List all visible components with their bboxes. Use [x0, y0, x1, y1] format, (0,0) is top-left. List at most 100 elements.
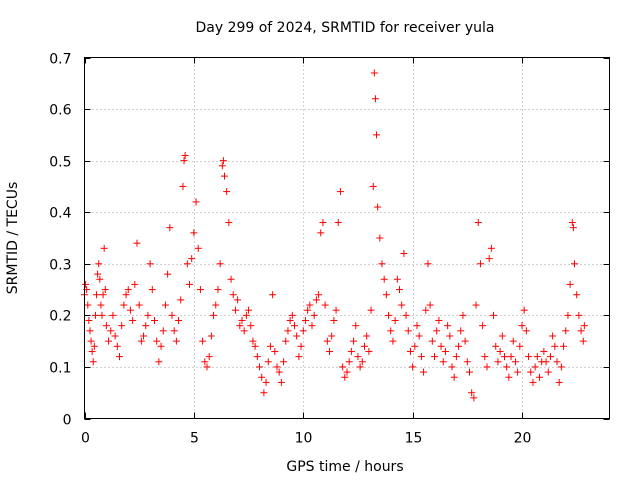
data-point	[223, 188, 231, 196]
data-point	[308, 322, 316, 330]
data-point	[336, 188, 344, 196]
data-point	[411, 342, 419, 350]
data-point	[334, 219, 342, 227]
data-point	[242, 311, 250, 319]
y-tick-label: 0.4	[49, 206, 71, 222]
data-point	[129, 317, 137, 325]
data-point	[544, 368, 552, 376]
data-point	[214, 286, 222, 294]
data-point	[370, 69, 378, 77]
x-tick-label: 10	[295, 431, 313, 447]
data-point	[199, 337, 207, 345]
data-point	[297, 342, 305, 350]
data-point	[264, 358, 272, 366]
data-point	[122, 291, 130, 299]
data-point	[196, 286, 204, 294]
data-point	[91, 311, 99, 319]
data-point	[219, 157, 227, 165]
data-point	[474, 219, 482, 227]
data-point	[485, 255, 493, 263]
data-point	[273, 363, 281, 371]
data-point	[161, 301, 169, 309]
data-point	[88, 347, 96, 355]
data-point	[140, 332, 148, 340]
data-point	[481, 353, 489, 361]
data-point	[540, 347, 548, 355]
y-tick-label: 0.3	[49, 258, 71, 274]
data-point	[94, 270, 102, 278]
y-tick-label: 0.5	[49, 155, 71, 171]
y-axis-label: SRMTID / TECUs	[5, 182, 21, 295]
data-point	[417, 353, 425, 361]
data-point	[284, 327, 292, 335]
data-point	[358, 358, 366, 366]
data-point	[90, 342, 98, 350]
data-point	[181, 151, 189, 159]
data-point	[374, 203, 382, 211]
data-point	[144, 311, 152, 319]
data-point	[452, 353, 460, 361]
data-point	[569, 224, 577, 232]
data-point	[564, 311, 572, 319]
data-point	[505, 373, 513, 381]
data-point	[188, 255, 196, 263]
data-point	[522, 327, 530, 335]
data-point	[531, 363, 539, 371]
data-point	[472, 301, 480, 309]
data-point	[120, 301, 128, 309]
data-point	[373, 131, 381, 139]
data-point	[245, 306, 253, 314]
data-point	[137, 337, 145, 345]
data-point	[157, 342, 165, 350]
data-point	[105, 337, 113, 345]
data-point	[562, 327, 570, 335]
y-tick-labels: 0 0.1 0.2 0.3 0.4 0.5 0.6 0.7	[49, 52, 71, 429]
data-point	[172, 337, 180, 345]
data-point	[135, 301, 143, 309]
data-point	[463, 358, 471, 366]
data-point	[382, 291, 390, 299]
data-point	[461, 337, 469, 345]
data-points	[81, 69, 588, 402]
data-point	[498, 332, 506, 340]
data-point	[153, 337, 161, 345]
data-point	[437, 342, 445, 350]
data-point	[133, 239, 141, 247]
data-point	[380, 275, 388, 283]
data-point	[109, 311, 117, 319]
data-point	[113, 342, 121, 350]
data-point	[415, 332, 423, 340]
data-point	[446, 332, 454, 340]
x-tick-labels: 0 5 10 15 20	[81, 431, 531, 447]
data-point	[306, 301, 314, 309]
data-point	[356, 363, 364, 371]
data-point	[262, 378, 270, 386]
data-point	[568, 219, 576, 227]
data-point	[560, 342, 568, 350]
data-point	[557, 363, 565, 371]
data-point	[341, 373, 349, 381]
data-point	[527, 368, 535, 376]
data-point	[183, 260, 191, 268]
data-point	[256, 363, 263, 371]
data-point	[354, 353, 362, 361]
data-point	[269, 291, 277, 299]
data-point	[159, 327, 167, 335]
data-point	[111, 332, 119, 340]
data-point	[566, 280, 574, 288]
data-point	[179, 182, 187, 190]
data-point	[409, 363, 417, 371]
data-point	[299, 327, 307, 335]
data-point	[240, 327, 248, 335]
data-point	[271, 347, 279, 355]
data-point	[95, 260, 103, 268]
data-point	[580, 322, 588, 330]
data-point	[385, 311, 393, 319]
data-point	[205, 353, 213, 361]
data-point	[479, 322, 487, 330]
data-point	[363, 332, 371, 340]
data-point	[431, 353, 438, 361]
data-point	[466, 368, 473, 376]
data-point	[291, 322, 298, 330]
data-point	[186, 280, 193, 288]
